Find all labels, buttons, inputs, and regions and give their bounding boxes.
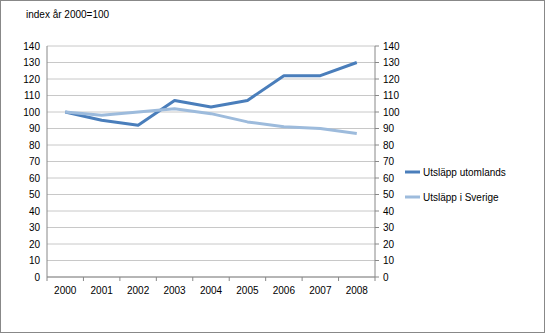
x-tick-label: 2002 [127, 285, 150, 296]
y2-tick-label: 140 [383, 41, 400, 52]
x-tick-label: 2005 [236, 285, 259, 296]
y2-tick [375, 227, 379, 228]
x-tick [302, 277, 303, 281]
grid-line [47, 95, 375, 96]
y2-tick-label: 120 [383, 74, 400, 85]
y2-tick-label: 70 [383, 156, 395, 167]
x-tick [375, 277, 376, 281]
x-tick-label: 2006 [273, 285, 296, 296]
y-tick-label: 120 [23, 74, 40, 85]
y2-tick [375, 79, 379, 80]
y2-tick-label: 50 [383, 189, 395, 200]
y-tick-label: 140 [23, 41, 40, 52]
y-tick-label: 60 [29, 173, 41, 184]
y2-tick-label: 130 [383, 57, 400, 68]
y2-tick [375, 46, 379, 47]
x-tick [229, 277, 230, 281]
grid-line [47, 46, 375, 47]
y-axis [47, 46, 48, 277]
y2-tick-label: 100 [383, 107, 400, 118]
y2-tick [375, 244, 379, 245]
x-tick [338, 277, 339, 281]
chart-border [1, 1, 545, 333]
y2-tick-label: 60 [383, 173, 395, 184]
grid-line [47, 227, 375, 228]
legend-label: Utsläpp i Sverige [423, 192, 499, 203]
y2-tick-label: 30 [383, 222, 395, 233]
y2-tick [375, 95, 379, 96]
y2-tick-label: 20 [383, 239, 395, 250]
y2-tick-label: 10 [383, 255, 395, 266]
y2-tick [375, 178, 379, 179]
y2-tick [375, 145, 379, 146]
grid-line [47, 161, 375, 162]
x-tick [156, 277, 157, 281]
series-line [65, 109, 357, 134]
y2-tick [375, 62, 379, 63]
grid-line [47, 194, 375, 195]
x-axis [47, 277, 375, 278]
x-tick [47, 277, 48, 281]
y-tick-label: 70 [29, 156, 41, 167]
grid-line [47, 62, 375, 63]
y2-tick [375, 112, 379, 113]
x-tick-label: 2003 [163, 285, 186, 296]
grid-line [47, 260, 375, 261]
grid-line [47, 277, 375, 278]
x-tick-label: 2001 [91, 285, 114, 296]
y2-tick [375, 161, 379, 162]
y2-tick-label: 40 [383, 206, 395, 217]
y2-axis [375, 46, 376, 277]
grid-line [47, 79, 375, 80]
y-tick-label: 90 [29, 123, 41, 134]
y2-tick-label: 80 [383, 140, 395, 151]
y-tick-label: 30 [29, 222, 41, 233]
grid-line [47, 244, 375, 245]
legend-label: Utsläpp utomlands [423, 167, 506, 178]
y2-tick [375, 211, 379, 212]
y-tick-label: 40 [29, 206, 41, 217]
y2-tick [375, 128, 379, 129]
y2-tick-label: 110 [383, 90, 399, 101]
y2-tick-label: 90 [383, 123, 395, 134]
y-tick-label: 80 [29, 140, 41, 151]
y-tick-label: 20 [29, 239, 41, 250]
y2-tick [375, 277, 379, 278]
x-tick [83, 277, 84, 281]
y-tick-label: 0 [34, 272, 40, 283]
x-tick-label: 2007 [309, 285, 332, 296]
chart-container: index år 2000=10001020304050607080901001… [0, 0, 545, 333]
x-tick-label: 2004 [200, 285, 223, 296]
plot-area [65, 63, 357, 134]
grid-line [47, 211, 375, 212]
chart-svg: index år 2000=10001020304050607080901001… [0, 0, 545, 333]
legend-swatch [405, 196, 420, 199]
y-tick-label: 100 [23, 107, 40, 118]
grid-line [47, 145, 375, 146]
x-tick [192, 277, 193, 281]
y2-tick [375, 194, 379, 195]
y2-tick-label: 0 [383, 272, 389, 283]
grid-line [47, 178, 375, 179]
x-tick [265, 277, 266, 281]
y-tick-label: 50 [29, 189, 41, 200]
y-tick-label: 110 [24, 90, 40, 101]
x-tick-label: 2000 [54, 285, 77, 296]
x-tick-label: 2008 [346, 285, 369, 296]
y-tick-label: 130 [23, 57, 40, 68]
title: index år 2000=100 [26, 9, 110, 20]
x-tick [119, 277, 120, 281]
y-tick-label: 10 [29, 255, 41, 266]
legend-swatch [405, 171, 420, 174]
y2-tick [375, 260, 379, 261]
